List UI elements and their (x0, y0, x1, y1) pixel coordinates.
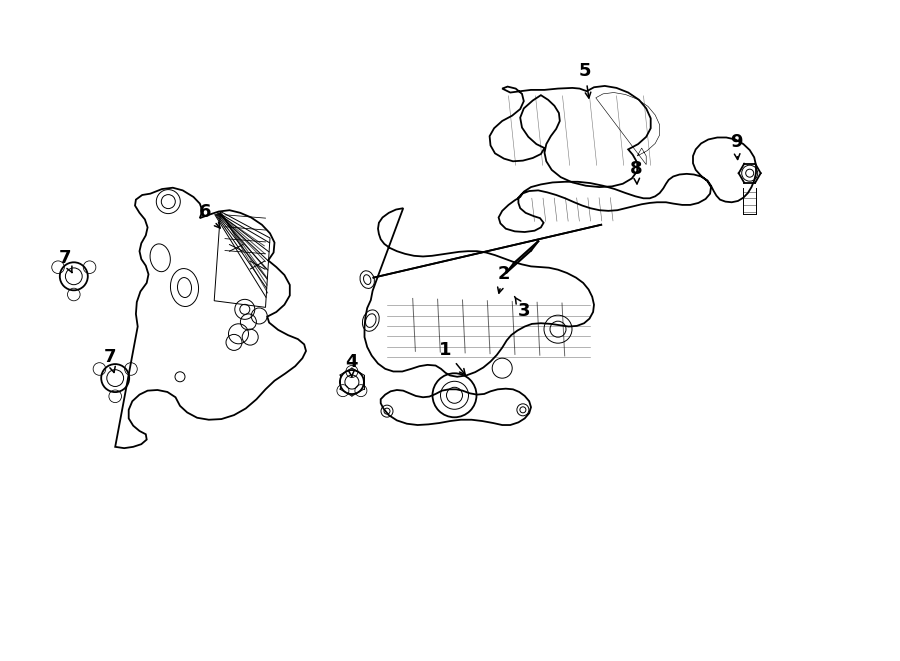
Text: 5: 5 (579, 62, 591, 98)
Text: 4: 4 (345, 353, 357, 377)
Text: 3: 3 (515, 297, 530, 320)
Text: 9: 9 (730, 133, 742, 159)
Text: 8: 8 (630, 159, 643, 184)
Text: 7: 7 (104, 348, 116, 373)
Text: 6: 6 (199, 202, 220, 228)
Text: 7: 7 (58, 249, 72, 272)
Text: 2: 2 (498, 265, 510, 293)
Text: 1: 1 (439, 341, 465, 375)
